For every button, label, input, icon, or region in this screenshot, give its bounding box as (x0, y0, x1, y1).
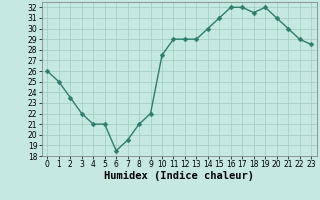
X-axis label: Humidex (Indice chaleur): Humidex (Indice chaleur) (104, 171, 254, 181)
